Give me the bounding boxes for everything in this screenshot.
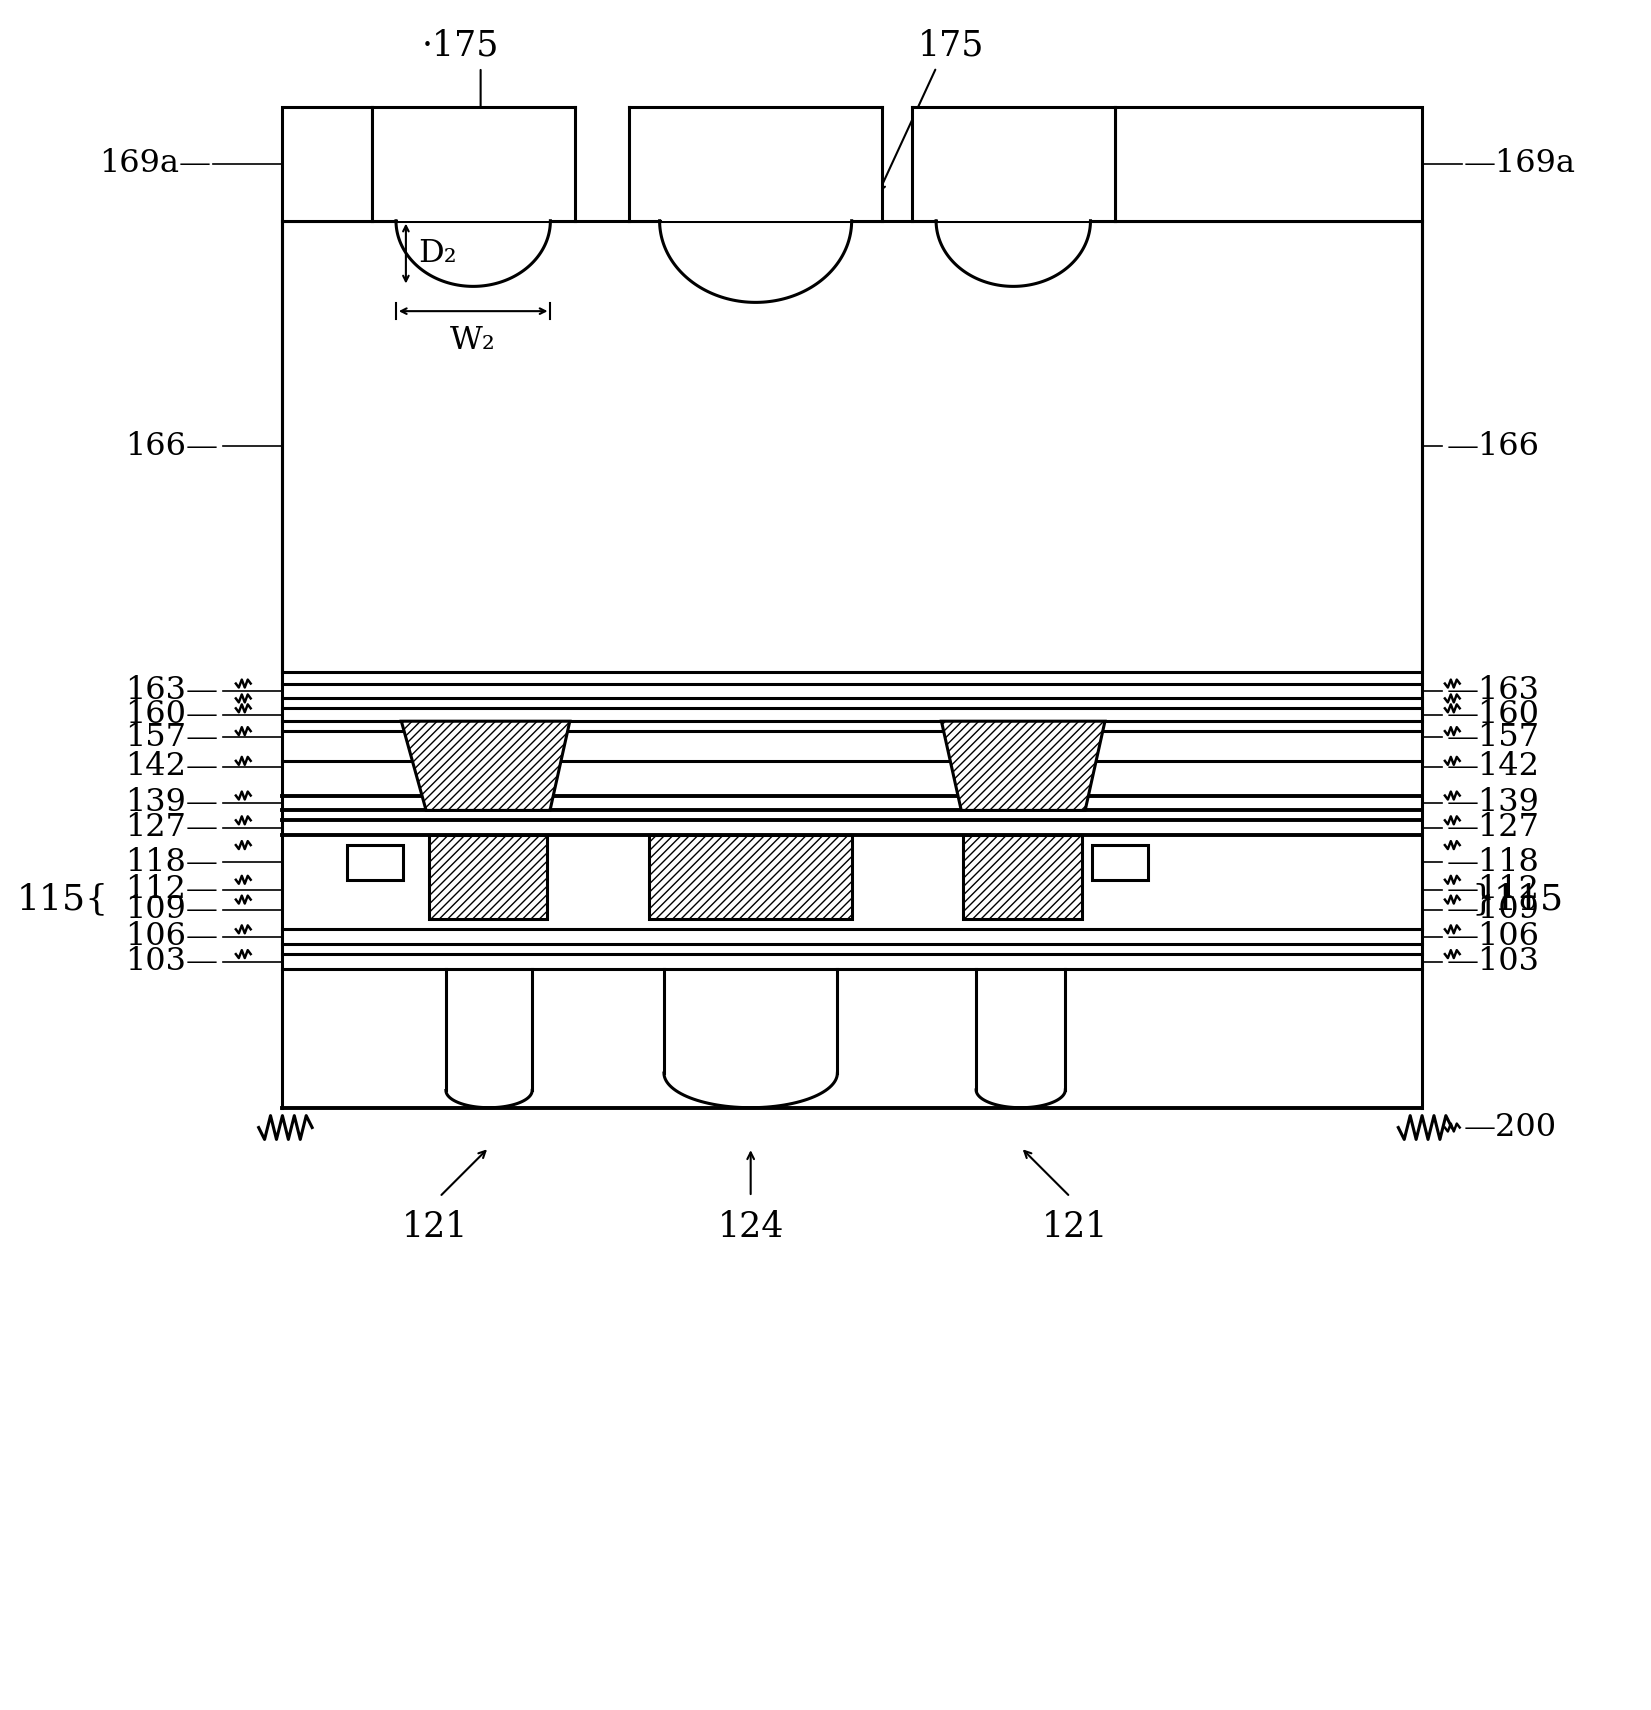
Text: 124: 124 [718, 1209, 784, 1243]
Text: —127: —127 [1446, 812, 1540, 843]
Text: —166: —166 [1446, 431, 1540, 462]
Text: —160: —160 [1446, 699, 1540, 730]
Bar [631, 106, 882, 221]
Bar [1091, 845, 1147, 879]
Bar [913, 106, 1114, 221]
Text: —169a: —169a [1464, 149, 1575, 180]
Text: 160—: 160— [125, 699, 218, 730]
Text: 166—: 166— [125, 431, 218, 462]
Text: —142: —142 [1446, 751, 1540, 781]
Text: 109—: 109— [125, 894, 218, 925]
Text: W₂: W₂ [451, 325, 495, 356]
Text: ·175: ·175 [423, 29, 500, 62]
Text: —157: —157 [1446, 722, 1540, 752]
Bar [373, 106, 573, 221]
Bar [282, 106, 371, 221]
Text: }115: }115 [1471, 882, 1563, 917]
Bar [1114, 106, 1422, 221]
Text: —200: —200 [1464, 1112, 1557, 1142]
Text: 121: 121 [401, 1209, 467, 1243]
Polygon shape [941, 722, 1105, 811]
Text: 139—: 139— [125, 788, 218, 819]
Text: D₂: D₂ [418, 238, 456, 268]
Text: —112: —112 [1446, 874, 1540, 905]
Text: 169a—: 169a— [99, 149, 211, 180]
Text: 112—: 112— [125, 874, 218, 905]
Bar [282, 221, 1422, 672]
Text: 118—: 118— [125, 846, 218, 877]
Text: 142—: 142— [125, 751, 218, 781]
Text: 175: 175 [918, 29, 984, 62]
Polygon shape [429, 834, 546, 920]
Polygon shape [963, 834, 1081, 920]
Text: —163: —163 [1446, 675, 1540, 706]
Text: —103: —103 [1446, 946, 1540, 976]
Text: —109: —109 [1446, 894, 1540, 925]
Text: 157—: 157— [125, 722, 218, 752]
Polygon shape [649, 834, 852, 920]
Text: 115{: 115{ [17, 882, 109, 917]
Text: 103—: 103— [125, 946, 218, 976]
Text: 106—: 106— [125, 922, 218, 952]
Polygon shape [401, 722, 570, 811]
Text: —106: —106 [1446, 922, 1540, 952]
Text: —139: —139 [1446, 788, 1540, 819]
Text: —118: —118 [1446, 846, 1540, 877]
Text: 163—: 163— [125, 675, 218, 706]
Text: 127—: 127— [125, 812, 218, 843]
Bar [347, 845, 403, 879]
Text: 121: 121 [1042, 1209, 1108, 1243]
